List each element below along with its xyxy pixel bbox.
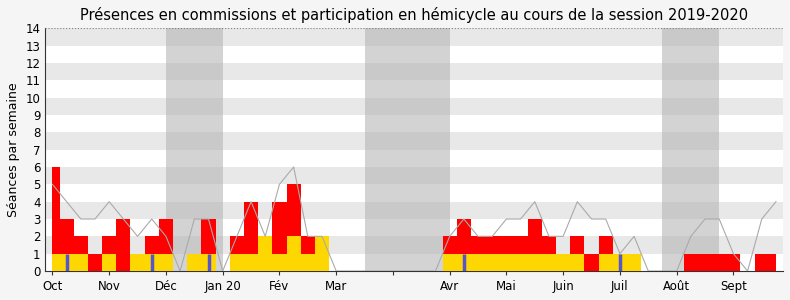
Bar xyxy=(663,28,719,271)
Bar xyxy=(45,132,783,150)
Bar xyxy=(45,202,783,219)
Bar xyxy=(45,236,783,254)
Bar xyxy=(45,115,783,132)
Bar xyxy=(45,167,783,184)
Bar xyxy=(45,63,783,80)
Title: Présences en commissions et participation en hémicycle au cours de la session 20: Présences en commissions et participatio… xyxy=(80,7,748,23)
Bar xyxy=(364,28,450,271)
Bar xyxy=(45,98,783,115)
Bar xyxy=(45,254,783,271)
Bar xyxy=(45,150,783,167)
Bar xyxy=(45,184,783,202)
Bar xyxy=(45,80,783,98)
Bar xyxy=(45,46,783,63)
Bar xyxy=(45,219,783,236)
Y-axis label: Séances par semaine: Séances par semaine xyxy=(7,82,20,217)
Bar xyxy=(166,28,223,271)
Bar xyxy=(45,28,783,46)
